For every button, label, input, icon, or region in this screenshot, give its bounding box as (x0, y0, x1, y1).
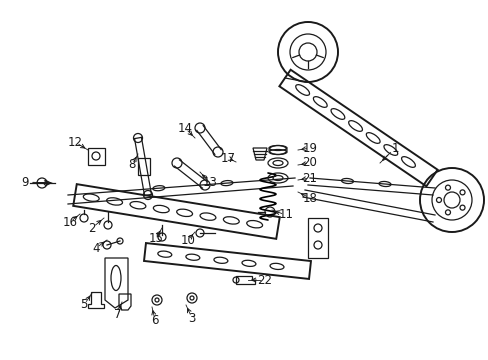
Text: 2: 2 (88, 221, 96, 234)
Text: 1: 1 (390, 141, 398, 154)
Text: 22: 22 (257, 274, 272, 287)
Text: 17: 17 (220, 152, 235, 165)
Text: 13: 13 (202, 176, 217, 189)
Text: 15: 15 (148, 231, 163, 244)
Text: 14: 14 (177, 122, 192, 135)
Text: 9: 9 (21, 175, 29, 189)
Text: 11: 11 (278, 208, 293, 221)
Text: 18: 18 (302, 192, 317, 204)
Text: 7: 7 (114, 309, 122, 321)
Text: 21: 21 (302, 171, 317, 184)
Text: 3: 3 (188, 311, 195, 324)
Text: 12: 12 (67, 135, 82, 148)
Text: 4: 4 (92, 242, 100, 255)
Text: 6: 6 (151, 314, 159, 327)
Text: 8: 8 (128, 158, 135, 171)
Text: 5: 5 (80, 298, 87, 311)
Text: 20: 20 (302, 157, 317, 170)
Text: 19: 19 (302, 141, 317, 154)
Text: 16: 16 (62, 216, 77, 229)
Text: 10: 10 (180, 234, 195, 247)
